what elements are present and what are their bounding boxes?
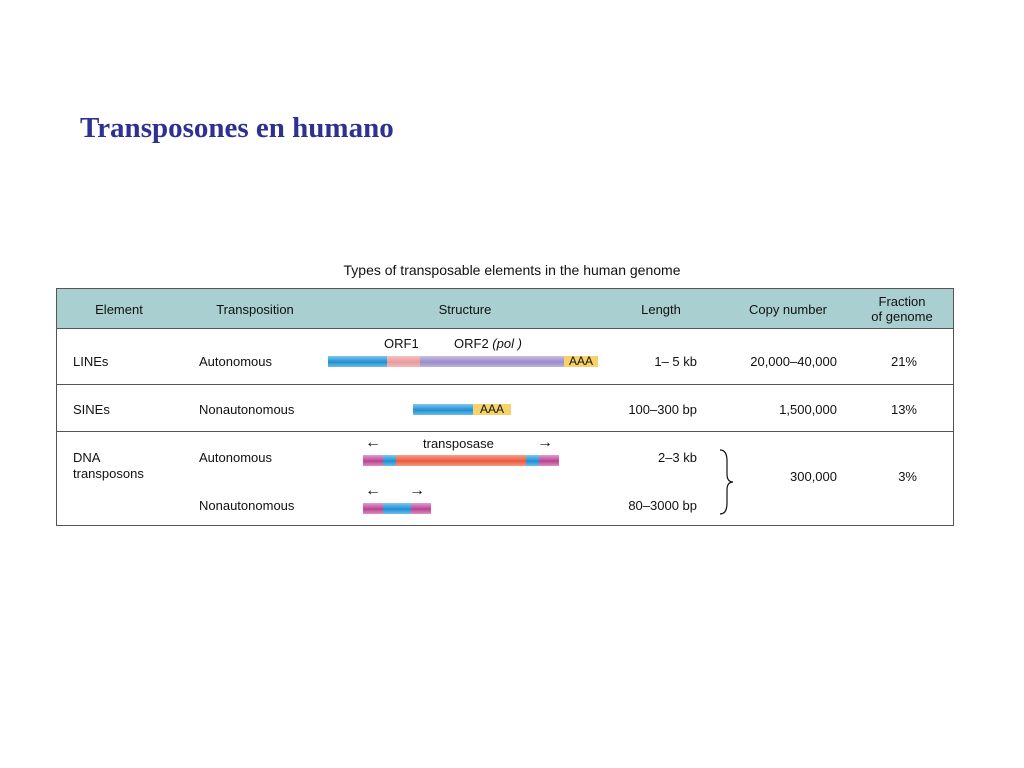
- right-arrow-icon: →: [409, 482, 425, 499]
- orf1-label: ORF1: [384, 336, 419, 351]
- dna-element-line1: DNA: [73, 450, 101, 465]
- dna-autonomous-structure-bar: [363, 455, 559, 466]
- orf2-label-text: ORF2: [454, 336, 489, 351]
- sines-length: 100–300 bp: [628, 402, 697, 417]
- header-element: Element: [95, 302, 143, 317]
- row-divider: [57, 384, 953, 385]
- row-divider: [57, 431, 953, 432]
- left-arrow-icon: ←: [365, 434, 381, 451]
- header-structure: Structure: [438, 302, 492, 317]
- terminal-repeat-left-segment: [363, 455, 383, 466]
- orf2-label: ORF2 (pol ): [454, 336, 522, 351]
- lines-length: 1– 5 kb: [654, 354, 697, 369]
- orf2-segment: [420, 356, 564, 367]
- header-transposition: Transposition: [216, 302, 294, 317]
- sines-polya-segment: AAA: [473, 403, 511, 415]
- table-header: Element Transposition Structure Length C…: [57, 289, 953, 329]
- right-arrow-icon: →: [537, 434, 553, 451]
- terminal-repeat-right-segment: [539, 455, 559, 466]
- sines-fraction: 13%: [890, 402, 917, 417]
- transposable-elements-table: Element Transposition Structure Length C…: [56, 288, 954, 526]
- transposase-label: transposase: [423, 436, 494, 451]
- header-fraction: Fraction of genome: [857, 294, 947, 324]
- dna-nonautonomous-structure-bar: [363, 503, 431, 514]
- header-length: Length: [641, 302, 681, 317]
- orf2-pol-label: (pol ): [492, 336, 522, 351]
- blue-segment: [383, 455, 396, 466]
- lines-blue-segment: [328, 356, 387, 367]
- sines-transposition: Nonautonomous: [199, 402, 295, 417]
- transposase-segment: [396, 455, 526, 466]
- sines-structure-bar: AAA: [413, 403, 511, 415]
- dna-copy-number: 300,000: [790, 469, 837, 484]
- blue-segment: [383, 503, 411, 514]
- lines-copy-number: 20,000–40,000: [750, 354, 837, 369]
- dna-autonomous-transposition: Autonomous: [199, 450, 272, 465]
- sines-blue-segment: [413, 404, 473, 415]
- sines-element: SINEs: [73, 402, 110, 417]
- lines-fraction: 21%: [890, 354, 917, 369]
- header-copy-number: Copy number: [748, 302, 828, 317]
- orf1-segment: [387, 356, 420, 367]
- brace-icon: [719, 449, 734, 515]
- lines-structure-bar: AAA: [328, 355, 598, 367]
- header-fraction-line2: of genome: [871, 309, 933, 324]
- table-caption: Types of transposable elements in the hu…: [343, 262, 681, 278]
- dna-fraction: 3%: [898, 469, 917, 484]
- lines-transposition: Autonomous: [199, 354, 272, 369]
- sines-copy-number: 1,500,000: [779, 402, 837, 417]
- terminal-repeat-left-segment: [363, 503, 383, 514]
- dna-element-line2: transposons: [73, 466, 144, 481]
- lines-element: LINEs: [73, 354, 109, 369]
- header-fraction-line1: Fraction: [878, 294, 926, 309]
- terminal-repeat-right-segment: [411, 503, 431, 514]
- lines-polya-segment: AAA: [564, 355, 598, 367]
- dna-nonautonomous-transposition: Nonautonomous: [199, 498, 295, 513]
- slide-title: Transposones en humano: [80, 112, 394, 144]
- blue-segment: [526, 455, 539, 466]
- dna-nonautonomous-length: 80–3000 bp: [628, 498, 697, 513]
- dna-autonomous-length: 2–3 kb: [657, 450, 697, 465]
- left-arrow-icon: ←: [365, 482, 381, 499]
